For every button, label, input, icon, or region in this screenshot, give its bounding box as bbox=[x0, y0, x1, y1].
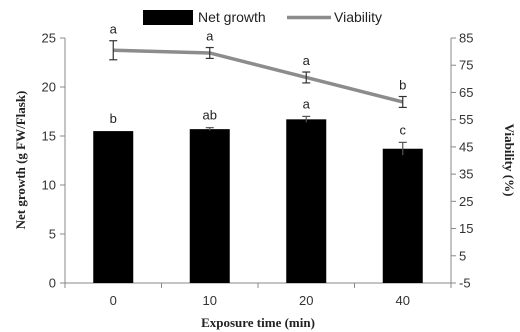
legend-swatch-net-growth bbox=[143, 10, 193, 25]
right-tick-label: 45 bbox=[459, 139, 473, 154]
net-growth-bar bbox=[382, 148, 423, 283]
right-tick-label: 35 bbox=[459, 167, 473, 182]
left-axis-title: Net growth (g FW/Flask) bbox=[13, 91, 28, 230]
left-tick-label: 5 bbox=[49, 227, 56, 242]
left-tick-label: 10 bbox=[42, 178, 56, 193]
viability-line bbox=[113, 48, 404, 104]
right-axis-title: Viability (%) bbox=[502, 124, 517, 197]
right-tick-label: 75 bbox=[459, 58, 473, 73]
net-growth-bar bbox=[189, 129, 230, 283]
left-tick-label: 25 bbox=[42, 31, 56, 46]
right-tick-label: 55 bbox=[459, 112, 473, 127]
x-axis-title: Exposure time (min) bbox=[201, 315, 315, 330]
line-significance-label: a bbox=[110, 22, 118, 37]
x-tick-label: 0 bbox=[110, 293, 117, 308]
line-significance-label: a bbox=[303, 53, 311, 68]
x-tick-label: 40 bbox=[396, 293, 410, 308]
left-tick-label: 0 bbox=[49, 276, 56, 291]
bar-significance-label: a bbox=[303, 96, 311, 111]
line-significance-label: a bbox=[206, 29, 214, 44]
right-tick-label: 15 bbox=[459, 221, 473, 236]
right-tick-label: 5 bbox=[459, 248, 466, 263]
right-tick-label: -5 bbox=[459, 276, 471, 291]
net-growth-bar bbox=[93, 131, 134, 283]
left-tick-label: 20 bbox=[42, 80, 56, 95]
bar-significance-label: ab bbox=[203, 108, 217, 123]
x-tick-label: 20 bbox=[299, 293, 313, 308]
bar-significance-label: c bbox=[400, 122, 407, 137]
legend-label-viability: Viability bbox=[334, 9, 382, 25]
line-significance-label: b bbox=[399, 78, 406, 93]
x-tick-label: 10 bbox=[203, 293, 217, 308]
net-growth-bar bbox=[286, 119, 327, 283]
right-tick-label: 85 bbox=[459, 31, 473, 46]
bar-significance-label: b bbox=[110, 111, 117, 126]
legend-label-net-growth: Net growth bbox=[198, 9, 266, 25]
right-tick-label: 25 bbox=[459, 194, 473, 209]
left-tick-label: 15 bbox=[42, 129, 56, 144]
right-tick-label: 65 bbox=[459, 85, 473, 100]
